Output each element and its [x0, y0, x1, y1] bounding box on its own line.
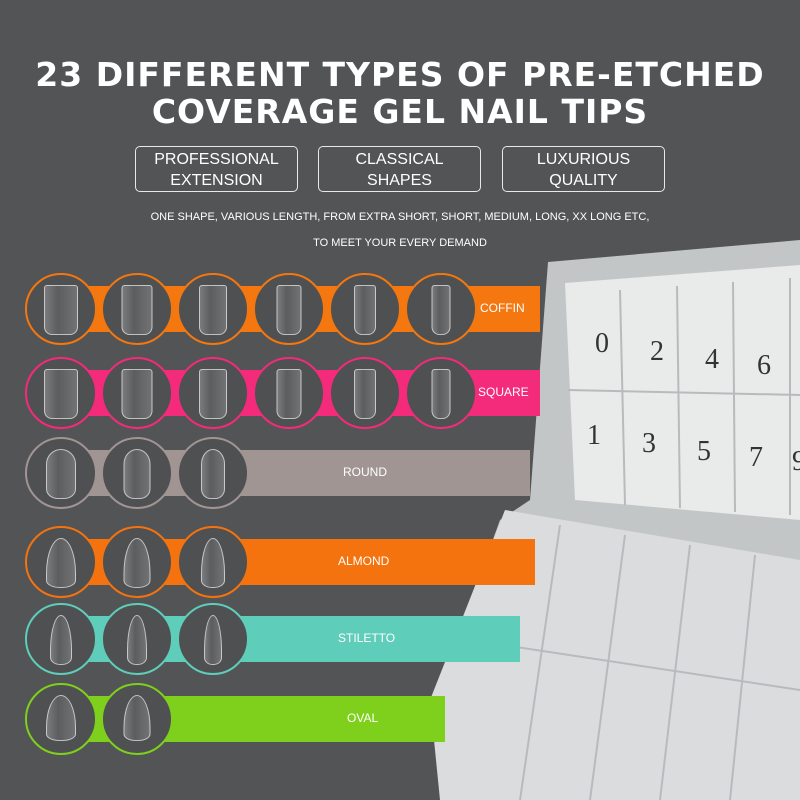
nail-tip-sample — [25, 526, 97, 598]
nail-tip-sample — [25, 357, 97, 429]
nail-tip-icon — [123, 538, 151, 588]
box-number-1: 1 — [587, 420, 601, 451]
nail-tip-icon — [199, 369, 227, 419]
nail-tip-sample — [405, 273, 477, 345]
nail-tip-icon — [121, 285, 153, 335]
nail-tip-sample — [177, 526, 249, 598]
nail-tip-icon — [46, 449, 76, 499]
nail-tip-sample — [177, 603, 249, 675]
nail-tip-sample — [405, 357, 477, 429]
nail-tip-sample — [101, 683, 173, 755]
nail-tip-icon — [44, 369, 78, 419]
nail-tip-sample — [25, 603, 97, 675]
shape-label: ROUND — [343, 465, 387, 479]
nail-tip-icon — [276, 369, 302, 419]
subtitle-line2: TO MEET YOUR EVERY DEMAND — [313, 237, 487, 249]
box-number-6: 6 — [757, 350, 771, 381]
nail-tip-sample — [101, 437, 173, 509]
box-number-5: 5 — [697, 436, 711, 467]
nail-tip-icon — [121, 369, 153, 419]
nail-tip-sample — [101, 357, 173, 429]
box-number-2: 2 — [650, 336, 664, 367]
shape-label: ALMOND — [338, 554, 390, 568]
headline-line2: COVERAGE GEL NAIL TIPS — [151, 92, 649, 131]
shape-label: SQUARE — [478, 385, 529, 399]
shape-label: COFFIN — [480, 301, 525, 315]
nail-tip-sample — [25, 437, 97, 509]
nail-tip-icon — [201, 449, 225, 499]
nail-tip-sample — [25, 273, 97, 345]
nail-tip-sample — [177, 437, 249, 509]
box-number-9: 9 — [792, 446, 800, 477]
nail-tip-icon — [354, 285, 376, 335]
nail-tip-sample — [101, 526, 173, 598]
feature-luxurious-quality: LUXURIOUS QUALITY — [502, 146, 665, 192]
nail-tip-sample — [329, 273, 401, 345]
nail-tip-icon — [46, 695, 76, 741]
nail-tip-sample — [101, 273, 173, 345]
box-number-4: 4 — [705, 344, 719, 375]
nail-tip-sample — [25, 683, 97, 755]
box-number-7: 7 — [749, 442, 763, 473]
shape-label: STILETTO — [338, 631, 396, 645]
nail-tip-sample — [101, 603, 173, 675]
nail-tip-icon — [44, 285, 78, 335]
nail-tip-sample — [177, 357, 249, 429]
nail-tip-icon — [123, 695, 151, 741]
box-number-3: 3 — [642, 428, 656, 459]
nail-tip-icon — [431, 285, 451, 335]
nail-tip-icon — [199, 285, 227, 335]
nail-tip-icon — [276, 285, 302, 335]
nail-tip-icon — [201, 538, 225, 588]
nail-tip-sample — [253, 357, 325, 429]
nail-tip-sample — [177, 273, 249, 345]
nail-tip-icon — [46, 538, 76, 588]
feature-professional-extension: PROFESSIONAL EXTENSION — [135, 146, 298, 192]
box-number-0: 0 — [595, 328, 609, 359]
nail-tip-sample — [329, 357, 401, 429]
nail-tip-icon — [431, 369, 451, 419]
headline-line1: 23 DIFFERENT TYPES OF PRE-ETCHED — [35, 55, 765, 94]
nail-tip-sample — [253, 273, 325, 345]
nail-tip-icon — [127, 615, 147, 665]
nail-tip-icon — [354, 369, 376, 419]
nail-tip-icon — [123, 449, 151, 499]
nail-tip-icon — [204, 615, 222, 665]
feature-classical-shapes: CLASSICAL SHAPES — [318, 146, 481, 192]
shape-label: OVAL — [347, 711, 379, 725]
nail-tip-icon — [50, 615, 72, 665]
subtitle-line1: ONE SHAPE, VARIOUS LENGTH, FROM EXTRA SH… — [150, 211, 650, 223]
